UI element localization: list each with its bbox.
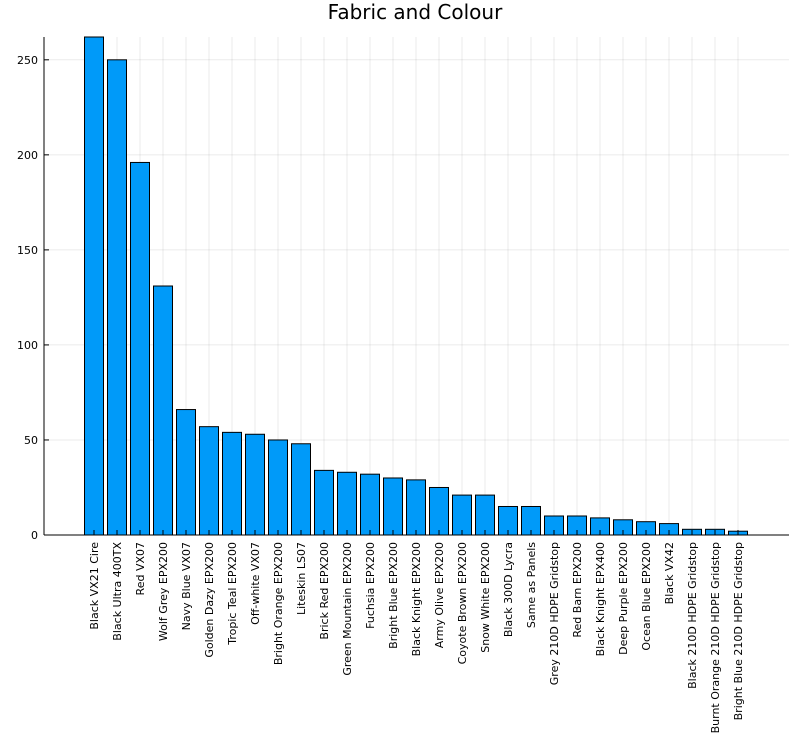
bar (383, 477, 403, 536)
x-axis-ticks: Black VX21 Cire Black Ultra 400TX Red VX07… (88, 530, 745, 733)
x-tick-label: Burnt Orange 210D HDPE Gridstop (709, 542, 722, 733)
x-tick-label: Army Olive EPX200 (433, 542, 446, 648)
bar (176, 409, 196, 536)
x-tick-label: Deep Purple EPX200 (617, 542, 630, 655)
x-tick-label: Bright Blue EPX200 (387, 542, 400, 649)
bar (268, 439, 288, 536)
x-tick-label: Black Knight EPX200 (410, 542, 423, 656)
x-tick-label: Green Mountain EPX200 (341, 542, 354, 676)
bar (475, 494, 495, 536)
y-tick-label: 0 (31, 529, 38, 542)
bar (314, 469, 334, 536)
bar (222, 431, 242, 536)
x-tick-label: Bright Blue 210D HDPE Gridstop (732, 542, 745, 720)
bar (337, 471, 357, 536)
y-tick-label: 100 (17, 339, 38, 352)
x-tick-label: Ocean Blue EPX200 (640, 542, 653, 651)
bar (429, 486, 449, 536)
bar (360, 473, 380, 536)
bar (291, 443, 311, 536)
y-tick-label: 150 (17, 244, 38, 257)
x-tick-label: Bright Orange EPX200 (272, 542, 285, 665)
bar (153, 285, 173, 536)
x-tick-label: Navy Blue VX07 (180, 542, 193, 630)
x-tick-label: Wolf Grey EPX200 (157, 542, 170, 641)
x-tick-label: Liteskin LS07 (295, 542, 308, 615)
bar (130, 161, 150, 536)
x-tick-label: Snow White EPX200 (479, 542, 492, 653)
x-tick-label: Black VX42 (663, 542, 676, 604)
x-tick-label: Brick Red EPX200 (318, 542, 331, 640)
x-tick-label: Black Knight EPX400 (594, 542, 607, 656)
x-tick-label: Red Barn EPX200 (571, 542, 584, 638)
x-tick-label: Grey 210D HDPE Gridstop (548, 542, 561, 685)
x-tick-label: Tropic Teal EPX200 (226, 542, 239, 646)
y-tick-label: 50 (24, 434, 38, 447)
x-tick-label: Black 210D HDPE Gridstop (686, 542, 699, 689)
x-tick-label: Black 300D Lycra (502, 542, 515, 637)
y-axis-ticks: 0 50 100 150 200 250 (17, 54, 49, 542)
y-tick-label: 200 (17, 149, 38, 162)
x-tick-label: Coyote Brown EPX200 (456, 542, 469, 664)
chart-title: Fabric and Colour (328, 0, 503, 24)
bar (452, 494, 472, 536)
x-tick-label: Same as Panels (525, 542, 538, 628)
x-tick-label: Fuchsia EPX200 (364, 542, 377, 629)
x-tick-label: Red VX07 (134, 542, 147, 595)
bar (245, 433, 265, 536)
x-tick-label: Black VX21 Cire (88, 542, 101, 630)
x-tick-label: Black Ultra 400TX (111, 542, 124, 641)
y-tick-label: 250 (17, 54, 38, 67)
bar (107, 59, 127, 536)
bar (199, 426, 219, 536)
bar (406, 479, 426, 536)
bar (84, 36, 104, 536)
x-tick-label: Golden Dazy EPX200 (203, 542, 216, 658)
x-tick-label: Off-white VX07 (249, 542, 262, 625)
